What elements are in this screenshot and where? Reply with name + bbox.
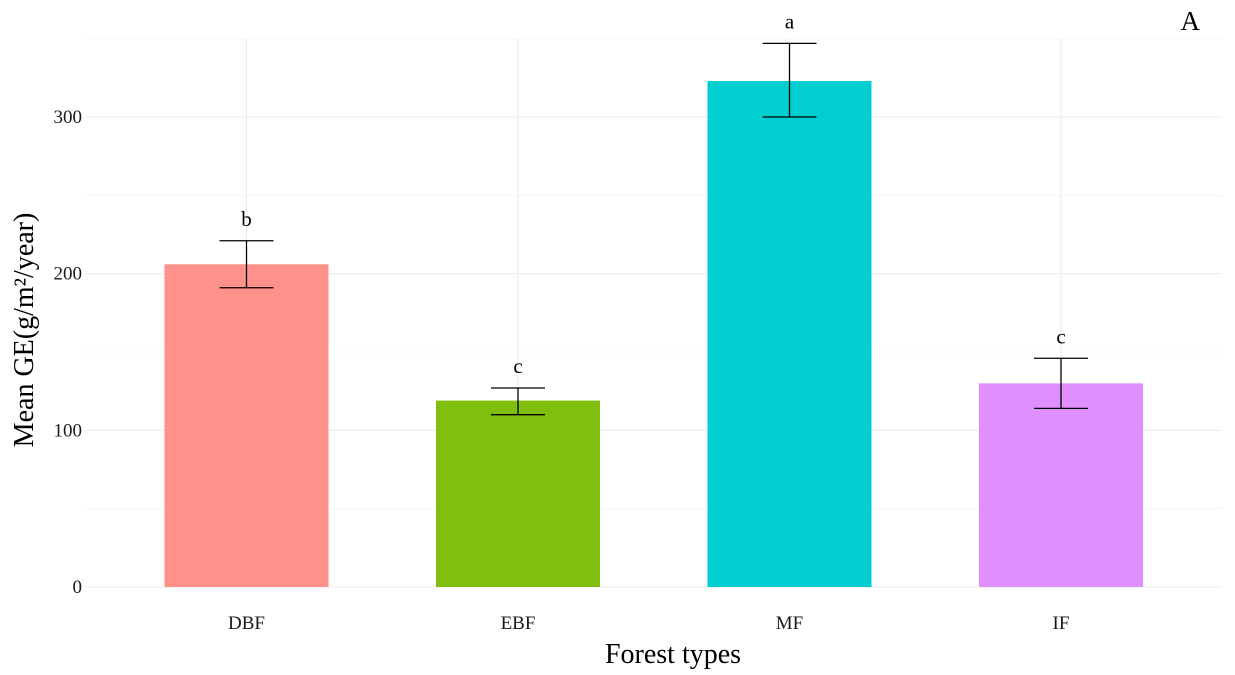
x-tick-label: DBF <box>228 613 265 634</box>
y-tick-label: 100 <box>54 420 83 441</box>
error-bars <box>219 42 1088 416</box>
y-axis-title: Mean GE(g/m²/year) <box>9 213 40 448</box>
x-tick-label: MF <box>776 613 803 634</box>
y-tick-label: 0 <box>73 577 83 598</box>
significance-label-mf: a <box>785 9 795 33</box>
y-tick-label: 200 <box>54 264 83 285</box>
y-tick-label: 300 <box>54 107 83 128</box>
panel-label: A <box>1181 6 1201 36</box>
bar-if <box>979 383 1143 587</box>
x-tick-label: EBF <box>501 613 536 634</box>
error-bar-dbf <box>219 240 274 289</box>
significance-label-dbf: b <box>241 207 252 231</box>
significance-label-if: c <box>1056 324 1065 348</box>
bars <box>164 80 1143 587</box>
error-bar-ebf <box>491 387 545 416</box>
error-bar-mf <box>762 42 817 118</box>
bar-ebf <box>436 400 600 587</box>
x-tick-label: IF <box>1053 613 1070 634</box>
error-bar-if <box>1034 357 1088 410</box>
y-axis-ticks: 0 100 200 300 <box>54 107 83 598</box>
significance-labels: b c a c <box>241 9 1065 378</box>
x-axis-title: Forest types <box>605 639 741 670</box>
bar-mf <box>707 80 872 587</box>
x-axis-ticks: DBF EBF MF IF <box>228 613 1069 634</box>
bar-dbf <box>164 264 329 587</box>
significance-label-ebf: c <box>513 354 522 378</box>
